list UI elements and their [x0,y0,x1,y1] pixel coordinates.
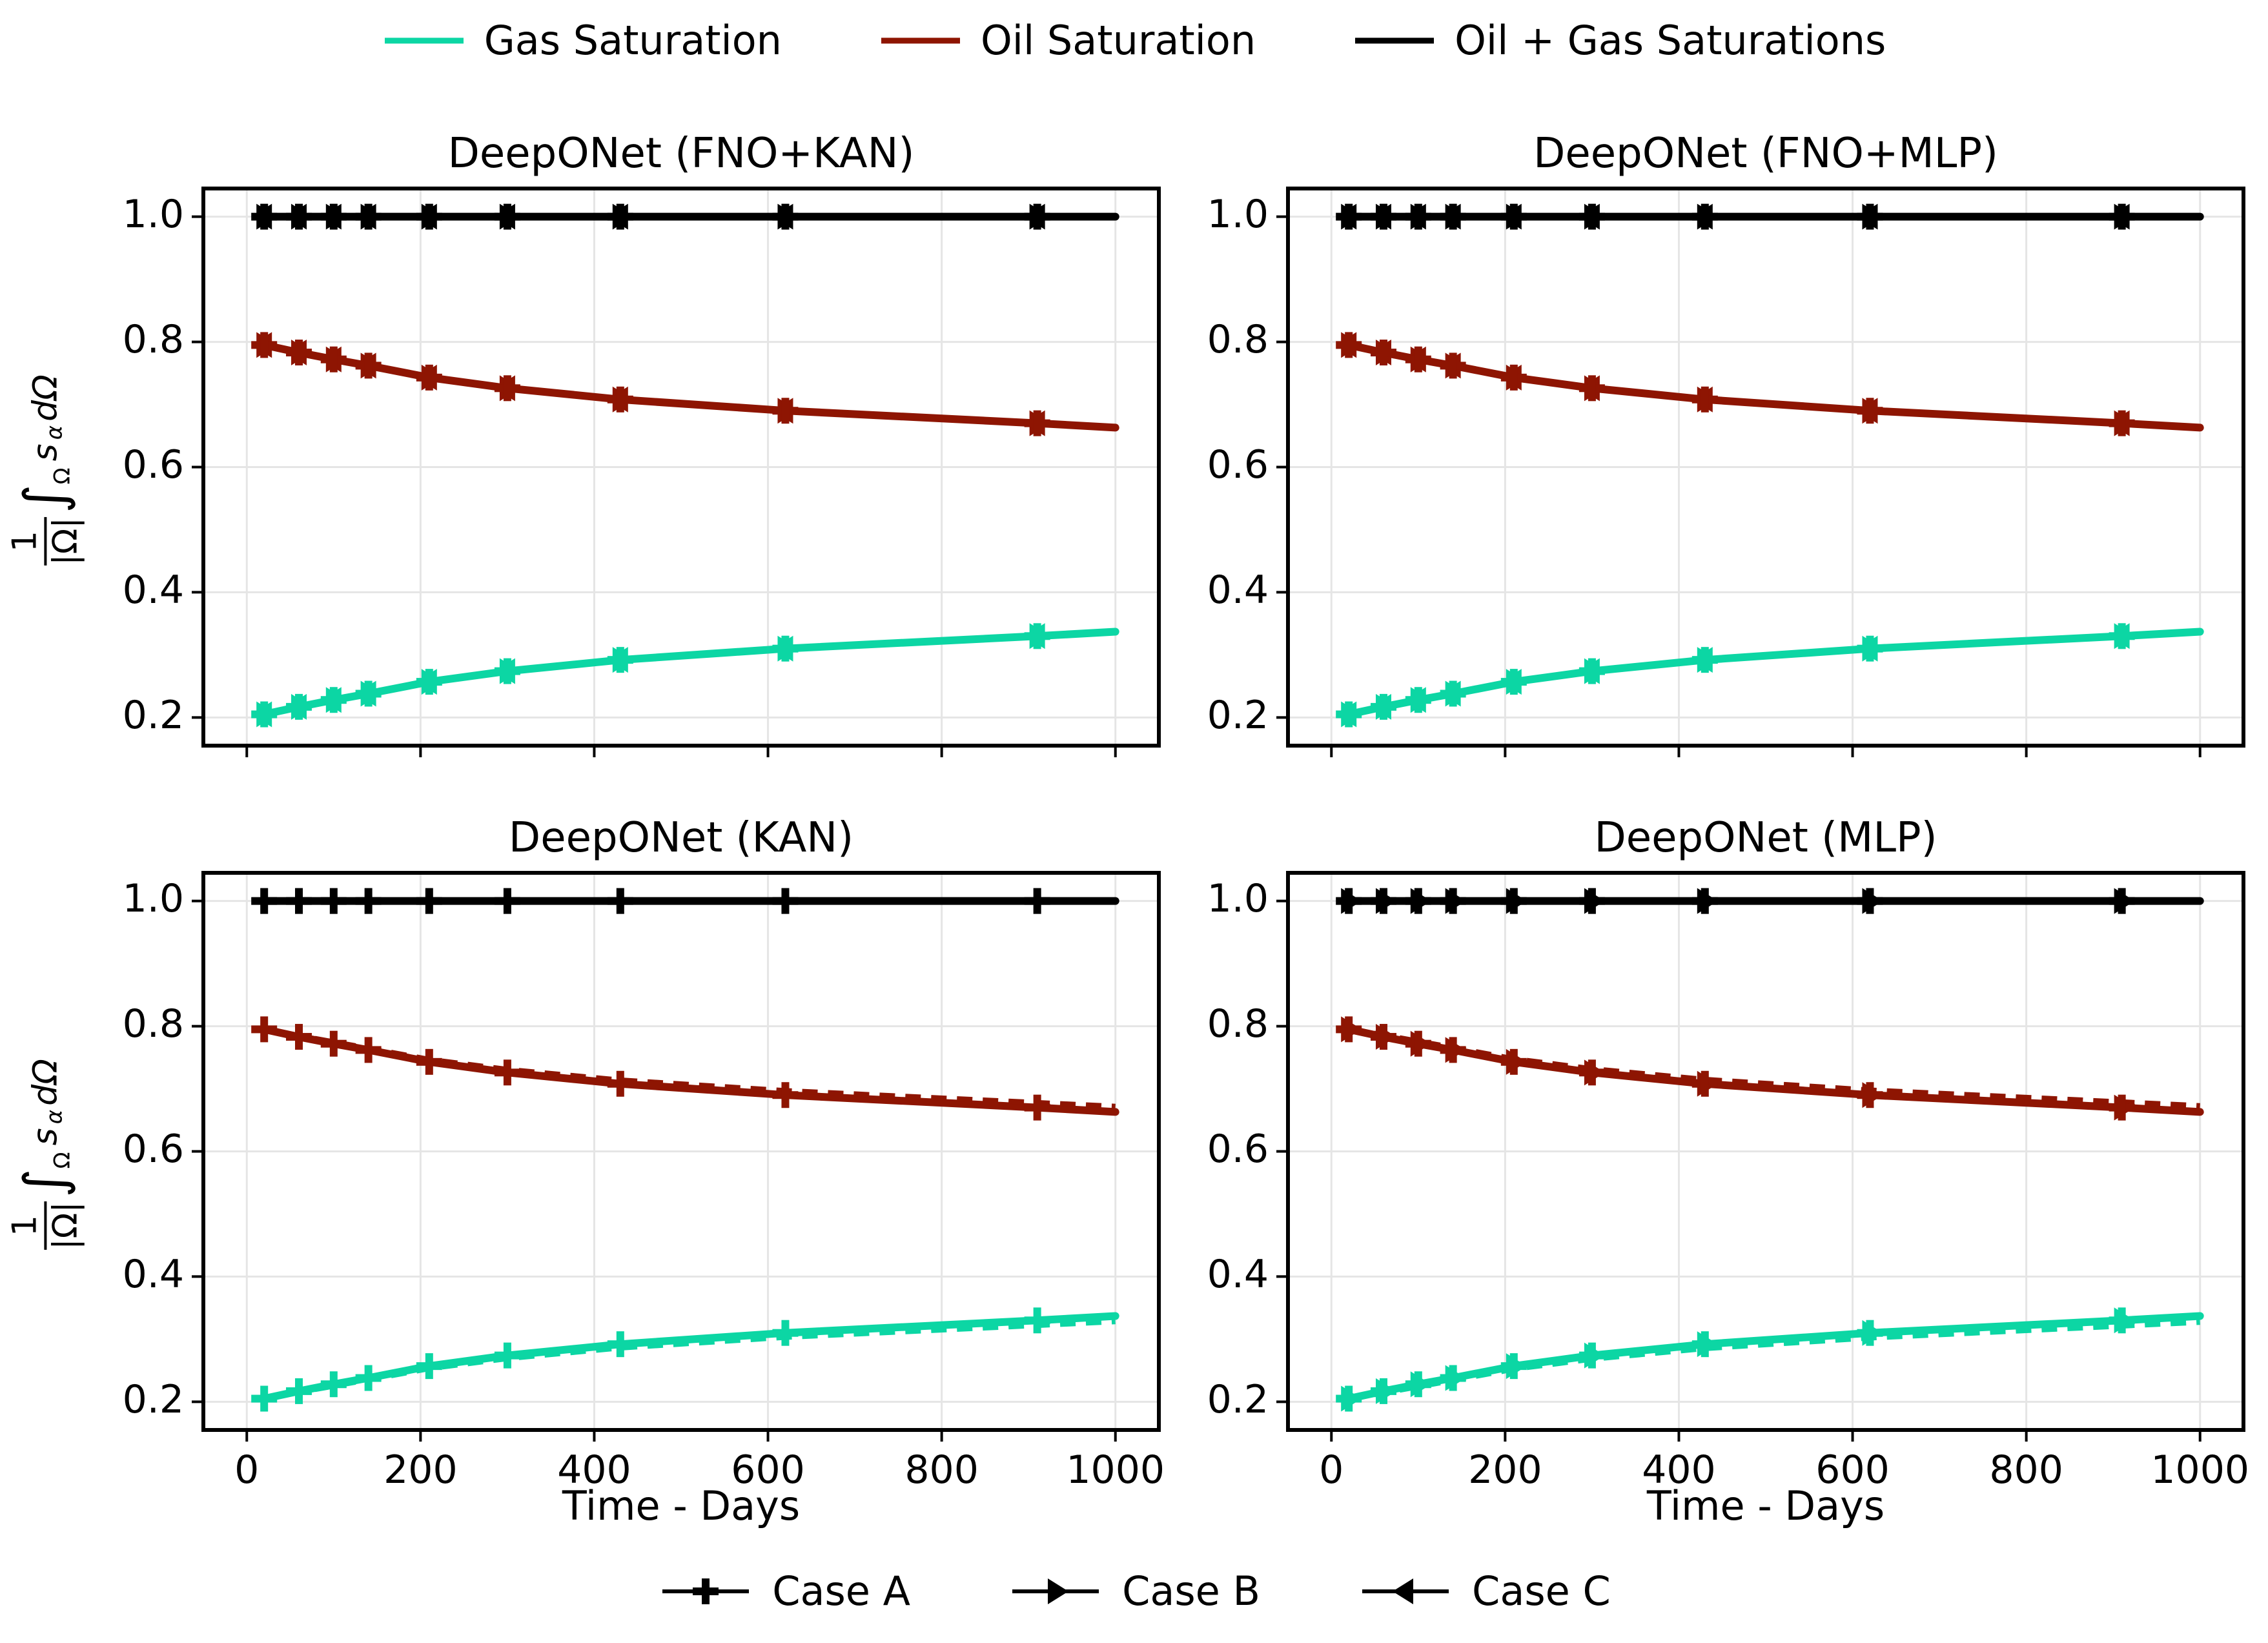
svg-text:0: 0 [1319,1447,1343,1487]
svg-text:1000: 1000 [2151,1447,2249,1487]
legend-item-gas-saturation: Gas Saturation [382,21,782,61]
legend-saturations: Gas Saturation Oil Saturation Oil + Gas … [0,12,2268,70]
svg-text:600: 600 [731,1447,805,1487]
chart-deeponet-kan: DeepONet (KAN) 0 200 400 600 800 1000 0.2 0.4 0.… [90,808,1175,1487]
svg-text:1.0: 1.0 [123,876,184,921]
integral-symbol: ∫ [12,1168,77,1198]
fraction: 1 |Ω| [5,517,85,566]
svg-text:0.2: 0.2 [123,693,184,738]
svg-text:0.6: 0.6 [1207,442,1269,487]
svg-text:0.4: 0.4 [1207,567,1269,613]
fraction: 1 |Ω| [5,1201,85,1250]
chart-deeponet-fno-mlp: DeepONet (FNO+MLP) 0.2 0.4 0.6 0.8 1.0 [1175,124,2260,803]
legend-item-case-a: Case A [657,1571,910,1611]
chart-title: DeepONet (KAN) [508,814,854,862]
integrand: s [26,444,65,462]
svg-text:400: 400 [1642,1447,1716,1487]
svg-text:800: 800 [904,1447,979,1487]
svg-text:0.2: 0.2 [123,1377,184,1422]
svg-text:0.2: 0.2 [1207,693,1269,738]
svg-text:400: 400 [557,1447,631,1487]
svg-text:1000: 1000 [1066,1447,1165,1487]
plot-kan: 0 200 400 600 800 1000 0.2 0.4 0.6 0.8 1.0 [123,871,1165,1487]
gas-line-swatch-icon [384,37,464,44]
svg-text:0.6: 0.6 [123,1127,184,1172]
svg-text:0.6: 0.6 [123,442,184,487]
svg-text:600: 600 [1815,1447,1890,1487]
legend-item-oil-gas-saturations: Oil + Gas Saturations [1353,21,1886,61]
svg-text:200: 200 [1468,1447,1542,1487]
triangle-left-marker-icon [1362,1578,1449,1604]
svg-text:0.8: 0.8 [1207,1001,1269,1046]
chart-title: DeepONet (FNO+KAN) [447,130,915,178]
svg-text:1.0: 1.0 [1207,876,1269,921]
svg-text:1.0: 1.0 [123,192,184,237]
svg-text:0.4: 0.4 [123,1252,184,1297]
svg-text:0.8: 0.8 [1207,317,1269,362]
chart-deeponet-mlp: DeepONet (MLP) 0 200 400 600 800 1000 0.2 0.4 0.… [1175,808,2260,1487]
svg-text:0.2: 0.2 [1207,1377,1269,1422]
integral-symbol: ∫ [12,484,77,514]
differential: dΩ [26,1059,65,1106]
triangle-right-marker-icon [1012,1578,1099,1604]
svg-text:800: 800 [1989,1447,2063,1487]
chart-deeponet-fno-kan: DeepONet (FNO+KAN) 0.2 0.4 0.6 0.8 1.0 [90,124,1175,803]
chart-title: DeepONet (FNO+MLP) [1533,130,1998,178]
plus-marker-icon [662,1578,750,1604]
legend-item-case-b: Case B [1007,1571,1260,1611]
plot-mlp: 0 200 400 600 800 1000 0.2 0.4 0.6 0.8 1.0 [1207,871,2249,1487]
chart-title: DeepONet (MLP) [1594,814,1937,862]
x-axis-label-left: Time - Days [562,1482,801,1529]
legend-item-case-c: Case C [1357,1571,1611,1611]
svg-text:1.0: 1.0 [1207,192,1269,237]
svg-text:0.6: 0.6 [1207,1127,1269,1172]
svg-text:0: 0 [234,1447,259,1487]
legend-label: Gas Saturation [484,17,782,64]
integrand: s [26,1128,65,1146]
svg-text:0.4: 0.4 [123,567,184,613]
svg-text:0.8: 0.8 [123,1001,184,1046]
plot-fno-mlp: 0.2 0.4 0.6 0.8 1.0 [1207,187,2245,757]
legend-label: Case C [1472,1567,1611,1615]
svg-text:0.4: 0.4 [1207,1252,1269,1297]
differential: dΩ [26,374,65,422]
oil-line-swatch-icon [881,37,960,44]
x-axis-label-right: Time - Days [1646,1482,1885,1529]
total-line-swatch-icon [1355,37,1435,44]
legend-item-oil-saturation: Oil Saturation [879,21,1256,61]
svg-text:200: 200 [383,1447,458,1487]
legend-label: Case B [1122,1567,1261,1615]
plot-fno-kan: 0.2 0.4 0.6 0.8 1.0 [123,187,1161,757]
legend-label: Oil Saturation [980,17,1256,64]
legend-label: Oil + Gas Saturations [1455,17,1886,64]
legend-label: Case A [772,1567,911,1615]
svg-text:0.8: 0.8 [123,317,184,362]
legend-cases: Case A Case B Case C [0,1562,2268,1620]
